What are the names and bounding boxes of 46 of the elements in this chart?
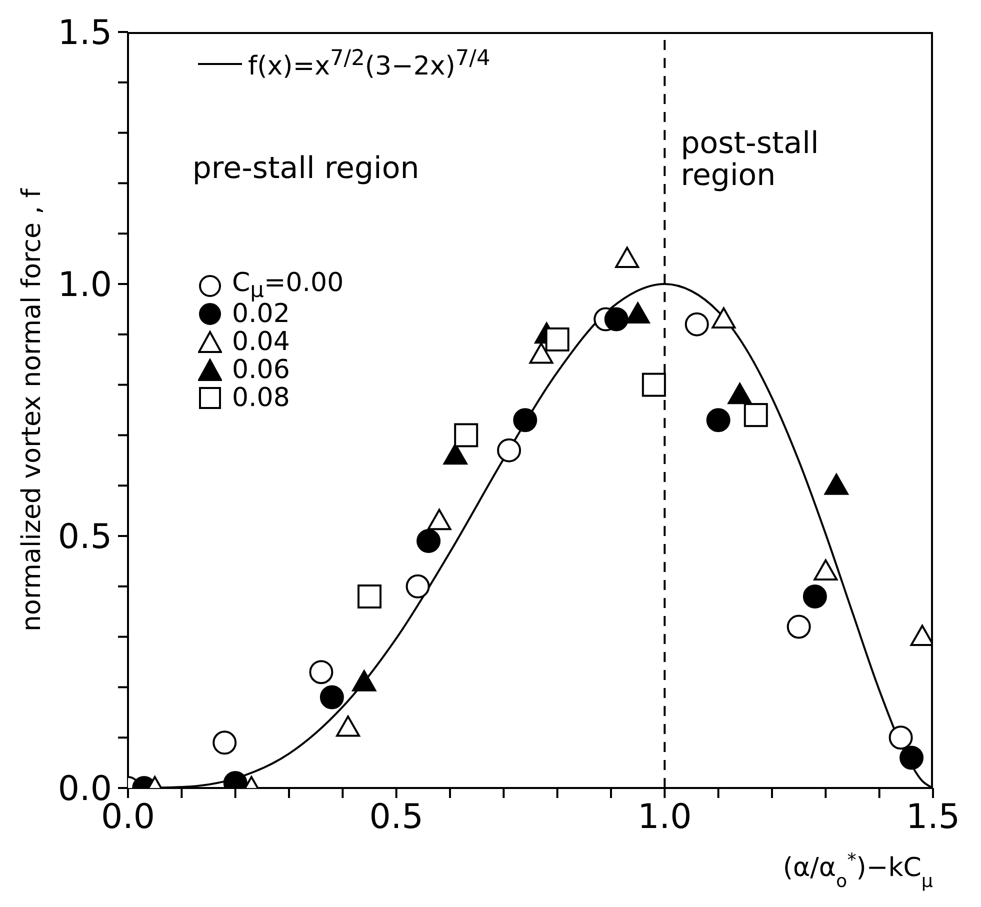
point bbox=[744, 403, 768, 428]
point bbox=[684, 312, 709, 336]
point bbox=[888, 726, 913, 750]
point bbox=[712, 307, 736, 329]
point bbox=[814, 559, 838, 581]
point bbox=[336, 716, 360, 737]
annotation: pre-stall region bbox=[192, 150, 420, 186]
point bbox=[824, 474, 848, 495]
point bbox=[320, 685, 344, 710]
y-tick-label: 0.5 bbox=[58, 517, 112, 558]
legend-label: 0.04 bbox=[232, 326, 290, 357]
point bbox=[626, 302, 650, 324]
point bbox=[604, 307, 628, 332]
legend-label: 0.08 bbox=[232, 382, 290, 413]
point bbox=[706, 408, 730, 432]
point bbox=[802, 584, 827, 608]
point bbox=[443, 443, 468, 465]
point bbox=[615, 246, 640, 268]
point bbox=[416, 529, 441, 554]
x-tick-label: 0.5 bbox=[369, 797, 424, 838]
annotation: post-stall region bbox=[680, 126, 820, 193]
point bbox=[529, 342, 554, 364]
point bbox=[545, 327, 570, 352]
point bbox=[642, 372, 666, 397]
y-tick-label: 1.0 bbox=[58, 265, 112, 306]
point bbox=[910, 624, 933, 646]
point bbox=[900, 746, 924, 770]
point bbox=[427, 508, 452, 530]
point bbox=[454, 423, 478, 448]
point bbox=[497, 438, 522, 462]
y-axis-title: normalized vortex normal force , f bbox=[17, 188, 48, 632]
x-tick-label: 1.0 bbox=[638, 797, 692, 838]
legend-label: 0.06 bbox=[232, 354, 290, 385]
point bbox=[406, 574, 430, 598]
legend-label: f(x)=x$^{7/2}$(3−2x)$^{7/4}$ bbox=[248, 46, 490, 82]
x-tick-label: 1.5 bbox=[906, 797, 960, 838]
point bbox=[352, 670, 376, 692]
point bbox=[513, 408, 538, 432]
point bbox=[309, 660, 334, 684]
legend-label: C$_{μ}$=0.00 bbox=[232, 268, 344, 304]
x-axis-title: (α/α$_{o}$$^{*}$)−kC$_{μ}$ bbox=[782, 850, 934, 892]
point bbox=[358, 584, 382, 608]
point bbox=[212, 730, 237, 755]
point bbox=[728, 382, 752, 404]
point bbox=[786, 614, 811, 639]
y-tick-label: 1.5 bbox=[58, 13, 112, 54]
